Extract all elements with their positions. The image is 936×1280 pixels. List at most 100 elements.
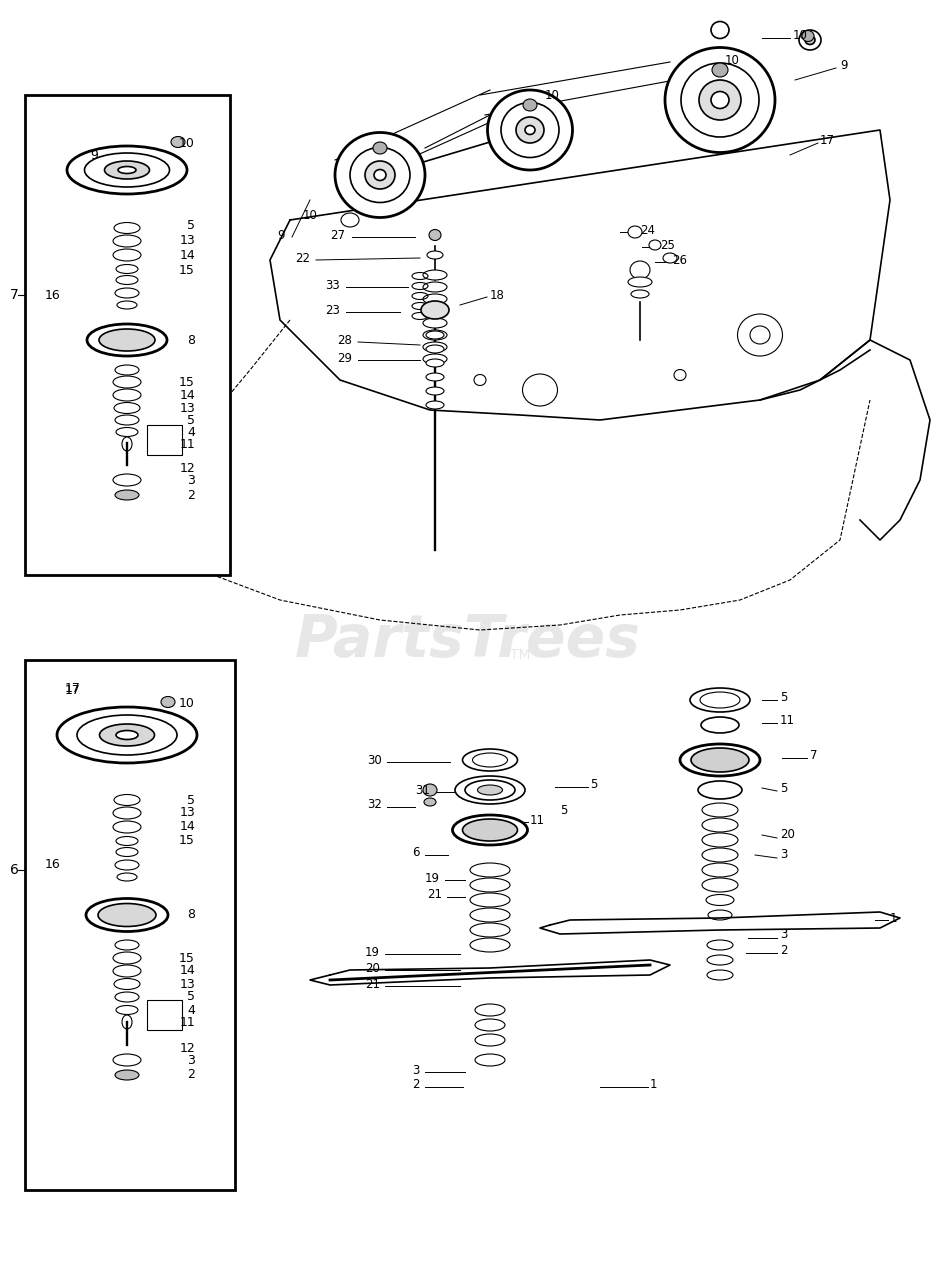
- Ellipse shape: [114, 795, 139, 805]
- Ellipse shape: [477, 785, 502, 795]
- Ellipse shape: [475, 1053, 505, 1066]
- Ellipse shape: [701, 863, 738, 877]
- Ellipse shape: [116, 847, 138, 856]
- Ellipse shape: [705, 895, 733, 905]
- Text: 26: 26: [671, 253, 686, 266]
- Text: 31: 31: [415, 783, 430, 796]
- Ellipse shape: [422, 355, 446, 364]
- Ellipse shape: [707, 955, 732, 965]
- Text: 5: 5: [187, 219, 195, 232]
- Text: 21: 21: [365, 978, 380, 991]
- Text: 17: 17: [819, 133, 834, 146]
- Ellipse shape: [99, 724, 154, 746]
- Ellipse shape: [99, 329, 154, 351]
- Ellipse shape: [426, 372, 444, 381]
- Ellipse shape: [470, 863, 509, 877]
- Text: 23: 23: [325, 303, 340, 316]
- Text: 2: 2: [187, 489, 195, 502]
- Ellipse shape: [170, 137, 184, 147]
- Ellipse shape: [113, 474, 140, 486]
- Ellipse shape: [365, 161, 395, 189]
- Ellipse shape: [707, 940, 732, 950]
- Ellipse shape: [470, 893, 509, 908]
- Ellipse shape: [690, 748, 748, 772]
- Ellipse shape: [115, 860, 139, 870]
- Ellipse shape: [373, 169, 386, 180]
- Ellipse shape: [524, 125, 534, 134]
- Text: 5: 5: [187, 794, 195, 806]
- Text: 1: 1: [889, 911, 897, 924]
- Ellipse shape: [701, 803, 738, 817]
- Ellipse shape: [798, 29, 820, 50]
- Text: 13: 13: [179, 806, 195, 819]
- Ellipse shape: [804, 36, 814, 45]
- Ellipse shape: [516, 116, 544, 143]
- Ellipse shape: [708, 910, 731, 920]
- Ellipse shape: [116, 275, 138, 284]
- Ellipse shape: [98, 904, 155, 927]
- Text: 10: 10: [302, 209, 317, 221]
- Ellipse shape: [698, 81, 740, 120]
- Ellipse shape: [341, 212, 358, 227]
- Ellipse shape: [114, 402, 139, 413]
- Ellipse shape: [122, 1015, 132, 1029]
- Ellipse shape: [115, 992, 139, 1002]
- Bar: [25, 660, 235, 1190]
- Text: 12: 12: [179, 1042, 195, 1055]
- Text: 20: 20: [365, 961, 380, 974]
- Ellipse shape: [452, 815, 527, 845]
- Ellipse shape: [113, 1053, 140, 1066]
- Text: 2: 2: [187, 1069, 195, 1082]
- Text: 19: 19: [365, 946, 380, 959]
- Text: 5: 5: [187, 413, 195, 426]
- Ellipse shape: [707, 970, 732, 980]
- Text: TM: TM: [509, 648, 530, 662]
- Text: 19: 19: [425, 872, 440, 884]
- Ellipse shape: [462, 819, 517, 841]
- Text: 11: 11: [179, 438, 195, 451]
- Ellipse shape: [116, 265, 138, 274]
- Ellipse shape: [501, 102, 559, 157]
- Text: 20: 20: [779, 828, 794, 841]
- Ellipse shape: [115, 288, 139, 298]
- Ellipse shape: [455, 776, 524, 804]
- Ellipse shape: [424, 797, 435, 806]
- Ellipse shape: [350, 147, 410, 202]
- Ellipse shape: [87, 324, 167, 356]
- Text: 8: 8: [187, 334, 195, 347]
- Ellipse shape: [115, 415, 139, 425]
- Text: 13: 13: [179, 233, 195, 247]
- Ellipse shape: [426, 358, 444, 367]
- Ellipse shape: [737, 314, 782, 356]
- Ellipse shape: [116, 731, 138, 740]
- Ellipse shape: [115, 940, 139, 950]
- Ellipse shape: [665, 47, 774, 152]
- Text: 17: 17: [65, 681, 80, 695]
- Ellipse shape: [680, 744, 759, 776]
- Text: 5: 5: [590, 778, 597, 791]
- Ellipse shape: [426, 387, 444, 396]
- Ellipse shape: [710, 91, 728, 109]
- Text: 18: 18: [490, 288, 505, 302]
- Text: 14: 14: [179, 820, 195, 833]
- Text: 2: 2: [412, 1079, 419, 1092]
- Ellipse shape: [464, 780, 515, 800]
- Ellipse shape: [470, 878, 509, 892]
- Ellipse shape: [117, 873, 137, 881]
- Text: 7: 7: [809, 749, 816, 762]
- Text: 10: 10: [179, 137, 195, 150]
- Ellipse shape: [113, 389, 140, 401]
- Ellipse shape: [470, 938, 509, 952]
- Text: 11: 11: [179, 1015, 195, 1029]
- Text: 29: 29: [337, 352, 352, 365]
- Ellipse shape: [711, 63, 727, 77]
- Ellipse shape: [701, 818, 738, 832]
- Text: 10: 10: [545, 88, 560, 101]
- Text: 14: 14: [179, 389, 195, 402]
- Text: 2: 2: [779, 943, 786, 956]
- Ellipse shape: [117, 301, 137, 308]
- Ellipse shape: [522, 99, 536, 111]
- Ellipse shape: [115, 490, 139, 500]
- Text: 1: 1: [650, 1079, 657, 1092]
- Text: 7: 7: [10, 288, 19, 302]
